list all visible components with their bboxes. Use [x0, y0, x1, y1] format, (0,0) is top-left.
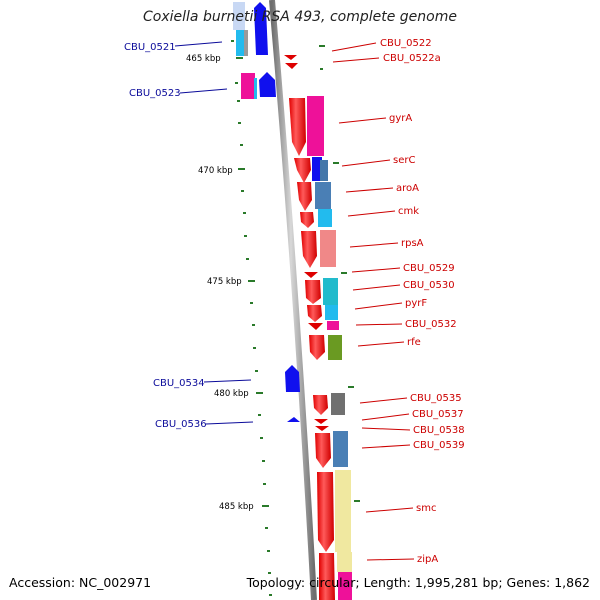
gene-label-cbu-0523[interactable]: CBU_0523 [129, 88, 181, 99]
gene-arrow-serc [294, 158, 311, 183]
gene-feature-pyrf-cyan [325, 305, 338, 320]
genome-title: Coxiella burnetii RSA 493, complete geno… [143, 9, 457, 25]
gene-feature-lightblue [233, 2, 245, 30]
gene-feature-cyan-2 [254, 78, 257, 99]
scale-label-485: 485 kbp [219, 502, 254, 512]
gene-feature-cmk-cyan [318, 209, 332, 227]
gene-arrow-aroa [297, 182, 312, 211]
accession-text: Accession: NC_002971 [9, 575, 152, 590]
gene-arrow-cbu-0523 [259, 72, 276, 97]
minor-ticks-left [231, 40, 272, 596]
gene-arrow-rfe [309, 335, 325, 360]
minor-ticks-right [319, 45, 360, 502]
gene-label-pyrf[interactable]: pyrF [405, 298, 427, 309]
gene-arrow-cbu-0522 [284, 55, 297, 60]
gene-label-cbu-0529[interactable]: CBU_0529 [403, 263, 455, 274]
gene-feature-serc-steel [320, 160, 328, 181]
reverse-leader-lines [331, 42, 415, 561]
scale-label-475: 475 kbp [207, 277, 242, 287]
major-ticks [236, 57, 269, 507]
gene-feature-rpsa-pink [320, 230, 336, 267]
gene-arrow-gyra [289, 98, 306, 156]
gene-label-smc[interactable]: smc [416, 503, 436, 514]
gene-feature-smc-yellow [335, 470, 351, 552]
gene-label-cbu-0522[interactable]: CBU_0522 [380, 38, 432, 49]
gene-feature-cbu-0535-grey [331, 393, 345, 415]
gene-feature-serc-blue [312, 157, 322, 181]
reverse-genes [284, 55, 352, 600]
scale-label-465: 465 kbp [186, 54, 221, 64]
gene-arrow-cbu-0535 [313, 395, 328, 415]
gene-label-rfe[interactable]: rfe [407, 337, 421, 348]
gene-arrow-cbu-0538 [315, 426, 329, 431]
gene-feature-grey [244, 30, 248, 56]
gene-arrow-cbu-0539 [315, 433, 331, 468]
forward-leader-lines [174, 41, 254, 425]
reverse-labels: CBU_0522 CBU_0522a gyrA serC aroA cmk rp… [380, 38, 465, 565]
gene-label-cbu-0530[interactable]: CBU_0530 [403, 280, 455, 291]
topology-text: Topology: circular; Length: 1,995,281 bp… [246, 575, 590, 590]
gene-arrow-cbu-0534 [285, 365, 300, 392]
scale-label-470: 470 kbp [198, 166, 233, 176]
gene-label-rpsa[interactable]: rpsA [401, 238, 424, 249]
gene-feature-zipa-magenta [338, 572, 352, 600]
forward-labels: CBU_0521 CBU_0523 CBU_0534 CBU_0536 [124, 42, 207, 430]
gene-feature-cbu-0539-steel [333, 431, 348, 467]
gene-feature-cbu-0530-cyan [323, 278, 338, 305]
gene-label-cbu-0535[interactable]: CBU_0535 [410, 393, 462, 404]
gene-feature-rfe-olive [328, 335, 342, 360]
gene-feature-gyra-pink [307, 96, 324, 156]
gene-label-aroa[interactable]: aroA [396, 183, 419, 194]
gene-feature-smc-yellow-2 [337, 552, 352, 572]
gene-label-cbu-0521[interactable]: CBU_0521 [124, 42, 176, 53]
gene-feature-cbu-0532-magenta [327, 321, 339, 330]
forward-genes [233, 2, 300, 422]
gene-label-gyra[interactable]: gyrA [389, 113, 412, 124]
scale-label-480: 480 kbp [214, 389, 249, 399]
gene-arrow-cbu-0521 [254, 2, 268, 55]
gene-arrow-pyrf [307, 305, 322, 322]
gene-arrow-cbu-0522a [285, 63, 298, 69]
gene-feature-cyan [236, 30, 246, 56]
gene-arrow-rpsa [301, 231, 317, 268]
gene-label-cbu-0534[interactable]: CBU_0534 [153, 378, 205, 389]
gene-label-cbu-0522a[interactable]: CBU_0522a [383, 53, 441, 64]
gene-arrow-smc [317, 472, 334, 552]
gene-arrow-cbu-0529 [304, 272, 318, 278]
gene-label-cbu-0539[interactable]: CBU_0539 [413, 440, 465, 451]
gene-label-cbu-0532[interactable]: CBU_0532 [405, 319, 457, 330]
gene-feature-magenta [241, 73, 255, 99]
gene-label-serc[interactable]: serC [393, 155, 415, 166]
gene-arrow-cbu-0536 [287, 417, 300, 422]
gene-label-cbu-0537[interactable]: CBU_0537 [412, 409, 464, 420]
gene-arrow-cbu-0530 [305, 280, 321, 304]
genome-backbone [269, 0, 317, 600]
gene-label-cbu-0536[interactable]: CBU_0536 [155, 419, 207, 430]
gene-arrow-zipa [319, 553, 335, 600]
gene-label-zipa[interactable]: zipA [417, 554, 438, 565]
gene-arrow-cbu-0532 [308, 323, 323, 330]
gene-arrow-cmk [300, 212, 314, 228]
gene-feature-aroa-steel [315, 182, 331, 209]
gene-label-cmk[interactable]: cmk [398, 206, 419, 217]
gene-arrow-cbu-0537 [314, 419, 328, 424]
gene-label-cbu-0538[interactable]: CBU_0538 [413, 425, 465, 436]
